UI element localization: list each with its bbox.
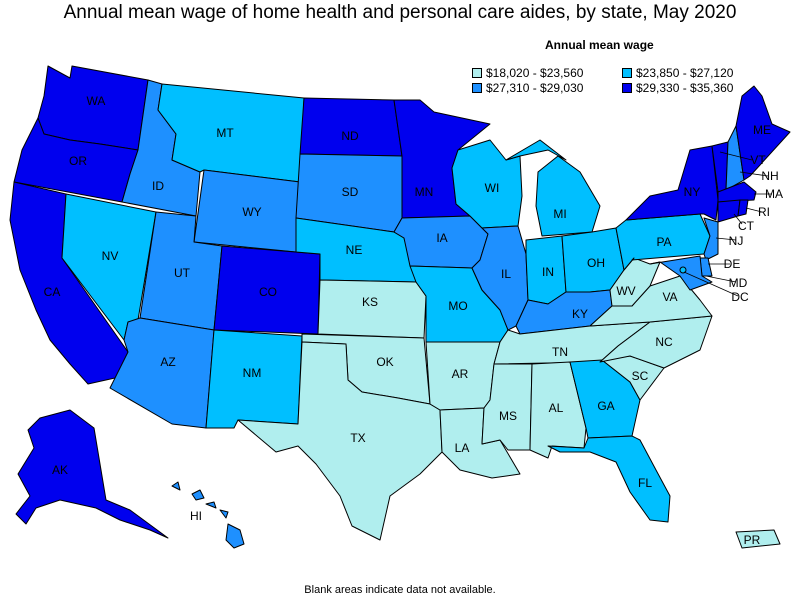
state-FL[interactable]	[547, 435, 671, 523]
state-label-CT: CT	[738, 219, 755, 233]
state-label-VT: VT	[750, 153, 766, 167]
state-label-RI: RI	[758, 205, 770, 219]
state-label-MT: MT	[216, 126, 234, 140]
legend-item-2: $23,850 - $27,120	[622, 66, 733, 80]
state-label-GA: GA	[597, 399, 614, 413]
state-label-ND: ND	[341, 129, 359, 143]
footnote: Blank areas indicate data not available.	[304, 584, 496, 596]
state-label-AZ: AZ	[160, 355, 175, 369]
state-label-IN: IN	[542, 265, 554, 279]
state-ND[interactable]	[299, 97, 403, 157]
legend-swatch	[472, 83, 482, 93]
leader-line-CT	[733, 213, 743, 225]
state-label-MS: MS	[499, 409, 517, 423]
state-label-MN: MN	[415, 185, 434, 199]
state-label-VA: VA	[662, 290, 677, 304]
state-label-SD: SD	[342, 185, 359, 199]
state-label-IA: IA	[436, 231, 447, 245]
legend-label: $23,850 - $27,120	[636, 66, 734, 80]
state-label-UT: UT	[174, 266, 191, 280]
state-label-NJ: NJ	[729, 234, 744, 248]
state-label-MA: MA	[765, 187, 783, 201]
state-label-ME: ME	[753, 123, 771, 137]
state-HI[interactable]	[171, 481, 245, 549]
state-label-OK: OK	[376, 355, 393, 369]
leader-line-NH	[739, 171, 769, 177]
state-PR[interactable]	[735, 529, 781, 549]
state-label-WY: WY	[242, 205, 261, 219]
state-CT[interactable]	[717, 199, 741, 223]
state-label-DC: DC	[731, 290, 749, 304]
state-label-NH: NH	[761, 169, 778, 183]
state-label-AK: AK	[52, 463, 68, 477]
state-NY[interactable]	[625, 145, 719, 221]
state-MA[interactable]	[717, 181, 757, 203]
legend-item-4: $29,330 - $35,360	[622, 81, 733, 95]
state-MD[interactable]	[649, 255, 713, 291]
state-label-DE: DE	[724, 257, 741, 271]
state-label-AR: AR	[452, 367, 469, 381]
legend-swatch	[622, 83, 632, 93]
leader-line-NJ	[715, 237, 737, 241]
state-label-OH: OH	[587, 256, 605, 270]
leader-line-VT	[719, 151, 753, 161]
state-label-NV: NV	[102, 249, 119, 263]
state-label-FL: FL	[638, 476, 652, 490]
state-IL[interactable]	[471, 225, 529, 331]
state-label-KS: KS	[362, 295, 378, 309]
state-label-IL: IL	[501, 267, 511, 281]
state-label-MO: MO	[448, 299, 467, 313]
state-label-WI: WI	[485, 181, 500, 195]
state-RI[interactable]	[737, 199, 749, 217]
state-AZ[interactable]	[109, 317, 215, 429]
state-label-TX: TX	[350, 431, 365, 445]
state-label-TN: TN	[552, 345, 568, 359]
map-title: Annual mean wage of home health and pers…	[63, 2, 737, 23]
state-ME[interactable]	[735, 85, 791, 181]
state-label-WV: WV	[616, 284, 635, 298]
state-DC[interactable]	[679, 266, 687, 274]
state-label-AL: AL	[549, 401, 564, 415]
state-label-HI: HI	[190, 509, 202, 523]
leader-lines	[683, 151, 772, 297]
state-label-NE: NE	[346, 243, 363, 257]
legend-label: $27,310 - $29,030	[486, 81, 584, 95]
state-labels: WA OR CA ID NV MT WY UT AZ CO NM ND SD NE KS OK TX MN IA MO…	[44, 94, 783, 547]
state-label-PR: PR	[744, 533, 761, 547]
legend-swatch	[472, 68, 482, 78]
state-label-SC: SC	[632, 369, 649, 383]
state-label-KY: KY	[572, 307, 588, 321]
state-MI[interactable]	[505, 139, 601, 237]
state-label-ID: ID	[152, 179, 164, 193]
state-NC[interactable]	[599, 315, 713, 369]
state-label-NC: NC	[655, 335, 673, 349]
leader-line-RI	[745, 207, 763, 213]
legend-item-3: $27,310 - $29,030	[472, 81, 583, 95]
legend-swatch	[622, 68, 632, 78]
state-label-NM: NM	[243, 366, 262, 380]
state-label-MD: MD	[729, 276, 748, 290]
state-AK[interactable]	[15, 409, 169, 539]
leader-line-MD	[705, 275, 737, 283]
state-TX[interactable]	[237, 341, 443, 541]
state-label-OR: OR	[69, 154, 87, 168]
state-label-LA: LA	[455, 441, 470, 455]
leader-line-DC	[683, 271, 739, 297]
legend-label: $18,020 - $23,560	[486, 66, 584, 80]
legend-label: $29,330 - $35,360	[636, 81, 734, 95]
state-label-CA: CA	[44, 285, 61, 299]
legend-item-1: $18,020 - $23,560	[472, 66, 583, 80]
state-KS[interactable]	[317, 279, 427, 339]
state-label-WA: WA	[87, 94, 106, 108]
state-label-CO: CO	[259, 285, 277, 299]
legend-title: Annual mean wage	[545, 38, 654, 52]
state-label-MI: MI	[553, 207, 566, 221]
state-label-NY: NY	[684, 185, 701, 199]
state-label-PA: PA	[656, 235, 671, 249]
